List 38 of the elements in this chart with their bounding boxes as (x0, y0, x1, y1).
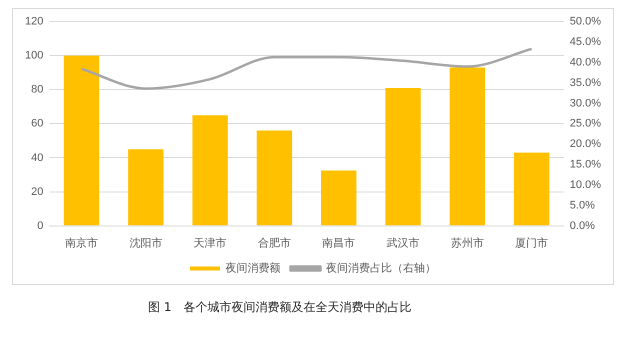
x-tick-label: 天津市 (194, 236, 227, 250)
y2-tick-label: 35.0% (570, 76, 602, 89)
x-tick-label: 苏州市 (450, 236, 484, 250)
y-tick-label: 120 (24, 16, 44, 28)
x-tick-label: 南昌市 (322, 236, 356, 250)
y-tick-label: 20 (31, 186, 44, 198)
y-tick-label: 0 (37, 220, 44, 232)
line-series (80, 48, 533, 90)
x-tick-label: 合肥市 (258, 236, 291, 250)
y2-tick-label: 0.0% (570, 220, 596, 232)
y-tick-label: 80 (31, 84, 44, 96)
y-tick-label: 100 (24, 50, 44, 62)
y-tick-label: 60 (31, 118, 44, 130)
bar (321, 170, 356, 226)
y2-tick-label: 15.0% (570, 158, 602, 171)
y2-tick-label: 50.0% (570, 16, 602, 28)
y2-tick-label: 25.0% (570, 118, 602, 130)
caption: 图 1 各个城市夜间消费额及在全天消费中的占比 (148, 299, 412, 316)
x-tick-label: 厦门市 (515, 236, 548, 250)
bar (64, 56, 100, 226)
x-tick-label: 沈阳市 (129, 236, 162, 250)
bar (192, 115, 228, 226)
y2-tick-label: 45.0% (570, 36, 602, 48)
x-tick-label: 南京市 (65, 236, 98, 250)
bar (514, 152, 550, 226)
legend-label: 夜间消费额 (226, 262, 280, 275)
bar (450, 68, 486, 226)
bar (256, 130, 292, 226)
y2-tick-label: 40.0% (570, 56, 602, 68)
legend-label: 夜间消费占比（右轴） (326, 262, 436, 275)
y2-tick-label: 10.0% (570, 178, 602, 191)
y2-tick-label: 30.0% (570, 97, 602, 110)
bar (385, 88, 421, 226)
bar (128, 149, 164, 226)
y-tick-label: 40 (31, 152, 44, 164)
y2-tick-label: 20.0% (570, 138, 602, 150)
y2-tick-label: 5.0% (570, 199, 596, 212)
x-tick-label: 武汉市 (386, 236, 420, 250)
